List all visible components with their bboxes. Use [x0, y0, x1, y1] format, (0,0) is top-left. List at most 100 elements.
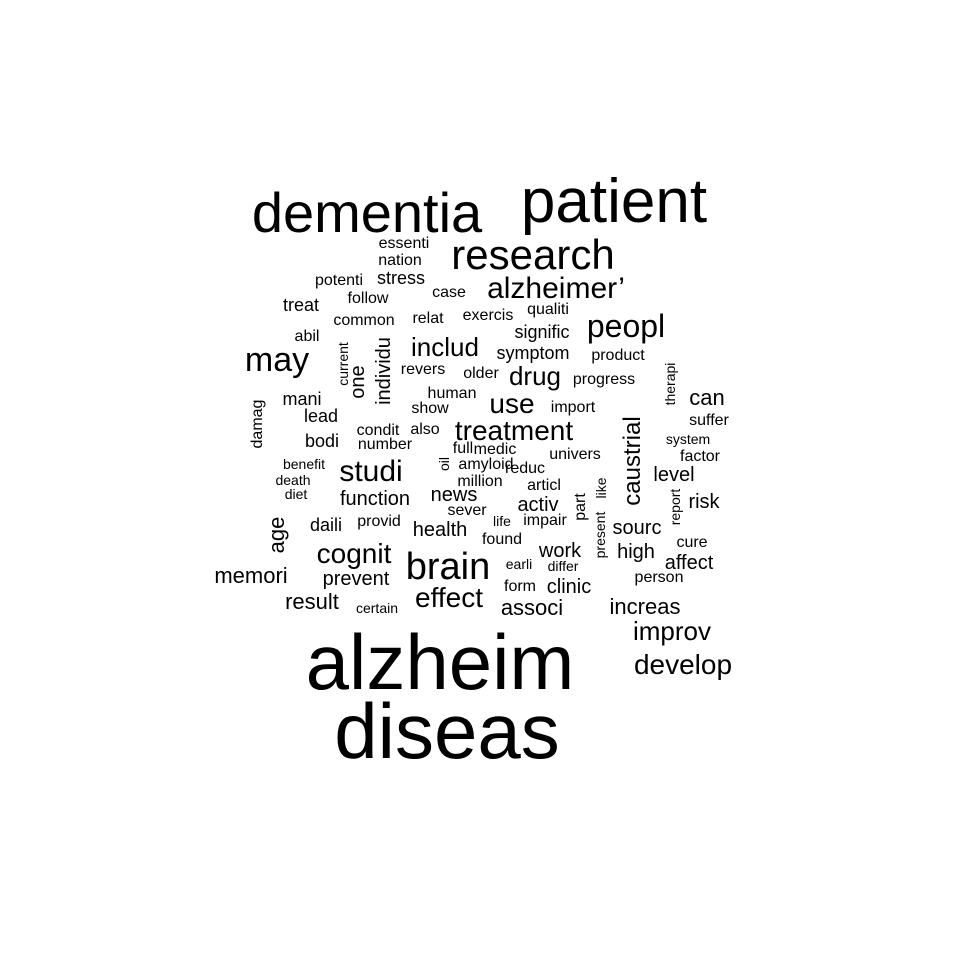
cloud-word: one	[347, 365, 369, 399]
cloud-word: essenti	[378, 235, 430, 252]
cloud-word: develop	[633, 649, 733, 680]
cloud-word: relat	[412, 310, 444, 327]
cloud-word: death	[275, 472, 311, 488]
cloud-word: level	[653, 464, 695, 486]
cloud-word: improv	[632, 616, 712, 646]
cloud-word: effect	[415, 582, 483, 613]
cloud-word: news	[430, 484, 478, 506]
cloud-word: factor	[679, 448, 721, 465]
cloud-word: prevent	[322, 568, 390, 590]
cloud-word: signific	[514, 322, 570, 342]
cloud-word: certain	[355, 600, 399, 616]
cloud-word: treat	[282, 295, 320, 315]
cloud-word: full	[452, 440, 474, 457]
cloud-word: condit	[356, 422, 400, 439]
cloud-word: benefit	[282, 456, 326, 472]
cloud-word: associ	[500, 595, 564, 620]
cloud-word: system	[665, 431, 711, 447]
cloud-word: bodi	[304, 431, 340, 451]
cloud-word: follow	[347, 290, 389, 307]
cloud-word: age	[264, 516, 289, 554]
cloud-word: research	[451, 231, 615, 278]
cloud-word: alzheimer’	[487, 272, 625, 305]
cloud-word: daili	[309, 515, 343, 535]
cloud-word: also	[410, 421, 440, 438]
cloud-word: revers	[400, 361, 446, 378]
cloud-word: stress	[376, 268, 426, 288]
cloud-word: potenti	[314, 272, 364, 289]
cloud-word: product	[591, 347, 645, 364]
cloud-word: mani	[282, 389, 322, 409]
cloud-word: treatment	[454, 415, 574, 446]
cloud-word: cognit	[316, 538, 392, 569]
cloud-word: suffer	[689, 412, 729, 429]
cloud-word: cure	[676, 534, 708, 551]
cloud-word: affect	[664, 552, 714, 574]
cloud-word: brain	[405, 546, 491, 588]
cloud-word: amyloid	[458, 456, 514, 473]
cloud-word: sourc	[612, 517, 662, 539]
cloud-word: therapi	[662, 362, 678, 406]
cloud-word: reduc	[504, 460, 546, 477]
cloud-word: oil	[436, 456, 452, 472]
cloud-word: life	[493, 513, 511, 529]
cloud-word: medic	[473, 441, 517, 458]
cloud-word: present	[592, 511, 608, 559]
cloud-word: caustrial	[619, 416, 646, 506]
cloud-word: differ	[547, 558, 579, 574]
cloud-word: can	[689, 385, 725, 410]
cloud-word: work	[538, 540, 582, 562]
cloud-word: clinic	[546, 576, 592, 598]
cloud-word: activ	[517, 494, 559, 516]
cloud-word: univers	[549, 446, 601, 463]
cloud-word: peopl	[586, 308, 666, 344]
cloud-word: patient	[520, 167, 708, 236]
cloud-word: provid	[357, 513, 401, 530]
cloud-word: nation	[378, 252, 422, 269]
cloud-word: use	[489, 388, 535, 419]
cloud-word: person	[634, 569, 684, 586]
cloud-word: current	[335, 342, 351, 386]
cloud-word: abil	[294, 328, 320, 345]
cloud-word: number	[357, 436, 413, 453]
cloud-word: show	[411, 400, 449, 417]
cloud-word: import	[550, 399, 596, 416]
cloud-word: health	[412, 519, 468, 541]
cloud-word: increas	[609, 594, 681, 619]
cloud-word: individu	[373, 337, 395, 405]
cloud-word: case	[432, 284, 466, 301]
cloud-word: sever	[447, 502, 487, 519]
cloud-word: million	[457, 473, 503, 490]
cloud-word: exercis	[462, 307, 514, 324]
cloud-word: diseas	[334, 687, 560, 775]
cloud-word: form	[504, 578, 536, 595]
cloud-word: diet	[284, 486, 308, 502]
cloud-word: drug	[508, 361, 562, 391]
cloud-word: like	[593, 477, 609, 499]
cloud-word: impair	[523, 512, 567, 529]
cloud-word: part	[572, 493, 589, 521]
cloud-word: human	[427, 385, 477, 402]
cloud-word: progress	[572, 371, 636, 388]
cloud-word: symptom	[496, 343, 570, 363]
cloud-word: articl	[527, 477, 561, 494]
cloud-word: dementia	[251, 181, 483, 244]
cloud-word: damag	[249, 399, 266, 449]
cloud-word: studi	[339, 455, 403, 488]
cloud-word: alzheim	[305, 618, 575, 706]
cloud-word: function	[339, 488, 411, 510]
cloud-word: common	[333, 312, 395, 329]
cloud-word: high	[617, 541, 655, 563]
cloud-word: found	[481, 531, 523, 548]
cloud-word: earli	[505, 556, 533, 572]
cloud-word: older	[463, 365, 499, 382]
cloud-word: may	[244, 341, 310, 379]
cloud-word: risk	[688, 491, 720, 513]
cloud-word: memori	[214, 563, 288, 588]
cloud-word: includ	[411, 332, 479, 362]
cloud-word: qualiti	[527, 301, 569, 318]
cloud-word: result	[285, 589, 339, 614]
cloud-word: report	[667, 488, 683, 526]
cloud-word: lead	[303, 406, 339, 426]
